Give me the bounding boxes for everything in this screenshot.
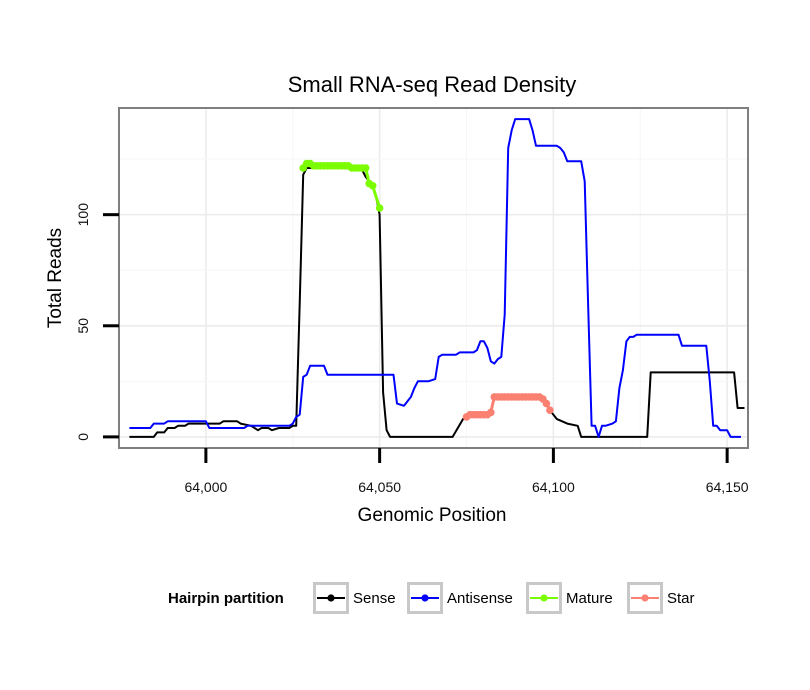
- legend-entry-antisense: Antisense: [407, 582, 513, 614]
- legend-entry-sense: Sense: [313, 582, 396, 614]
- legend-key-point: [641, 594, 649, 602]
- panel-border: [118, 107, 749, 449]
- legend-key-point: [540, 594, 548, 602]
- panel-background: [119, 108, 748, 448]
- series-antisense: [129, 118, 741, 438]
- series-star: [462, 393, 554, 421]
- mature-point: [368, 181, 377, 190]
- legend-title: Hairpin partition: [168, 590, 284, 607]
- legend-entry-mature: Mature: [526, 582, 613, 614]
- legend-label: Star: [667, 590, 695, 607]
- plot-panel: [118, 107, 749, 449]
- x-tick-label: 64,150: [706, 479, 749, 495]
- y-tick-label: 0: [75, 433, 91, 441]
- x-tick-label: 64,000: [184, 479, 227, 495]
- legend-key-point: [327, 594, 335, 602]
- x-axis: 64,000 64,050 64,100 64,150: [184, 448, 749, 495]
- y-axis-title: Total Reads: [45, 228, 66, 328]
- star-point: [546, 406, 554, 415]
- series-layer: [129, 118, 745, 438]
- legend-key-point: [421, 594, 429, 602]
- mature-point: [361, 164, 370, 172]
- legend-entry-star: Star: [627, 582, 695, 614]
- legend-label: Mature: [566, 590, 613, 607]
- y-axis: 0 50 100: [75, 203, 119, 441]
- chart-title: Small RNA-seq Read Density: [288, 72, 577, 97]
- x-tick-label: 64,050: [358, 479, 401, 495]
- legend-label: Antisense: [447, 590, 513, 607]
- legend-label: Sense: [353, 590, 396, 607]
- star-point: [542, 399, 551, 408]
- antisense-line: [129, 118, 741, 438]
- y-tick-label: 50: [75, 318, 91, 334]
- x-tick-label: 64,100: [532, 479, 575, 495]
- x-axis-title: Genomic Position: [358, 505, 507, 526]
- legend-entries: Sense Antisense Mature Star: [313, 582, 695, 614]
- y-tick-label: 100: [75, 203, 91, 227]
- mature-point: [375, 204, 384, 212]
- legend: Hairpin partition Sense Antisense Mature St…: [168, 582, 695, 614]
- series-mature: [299, 159, 384, 212]
- star-point: [487, 408, 495, 417]
